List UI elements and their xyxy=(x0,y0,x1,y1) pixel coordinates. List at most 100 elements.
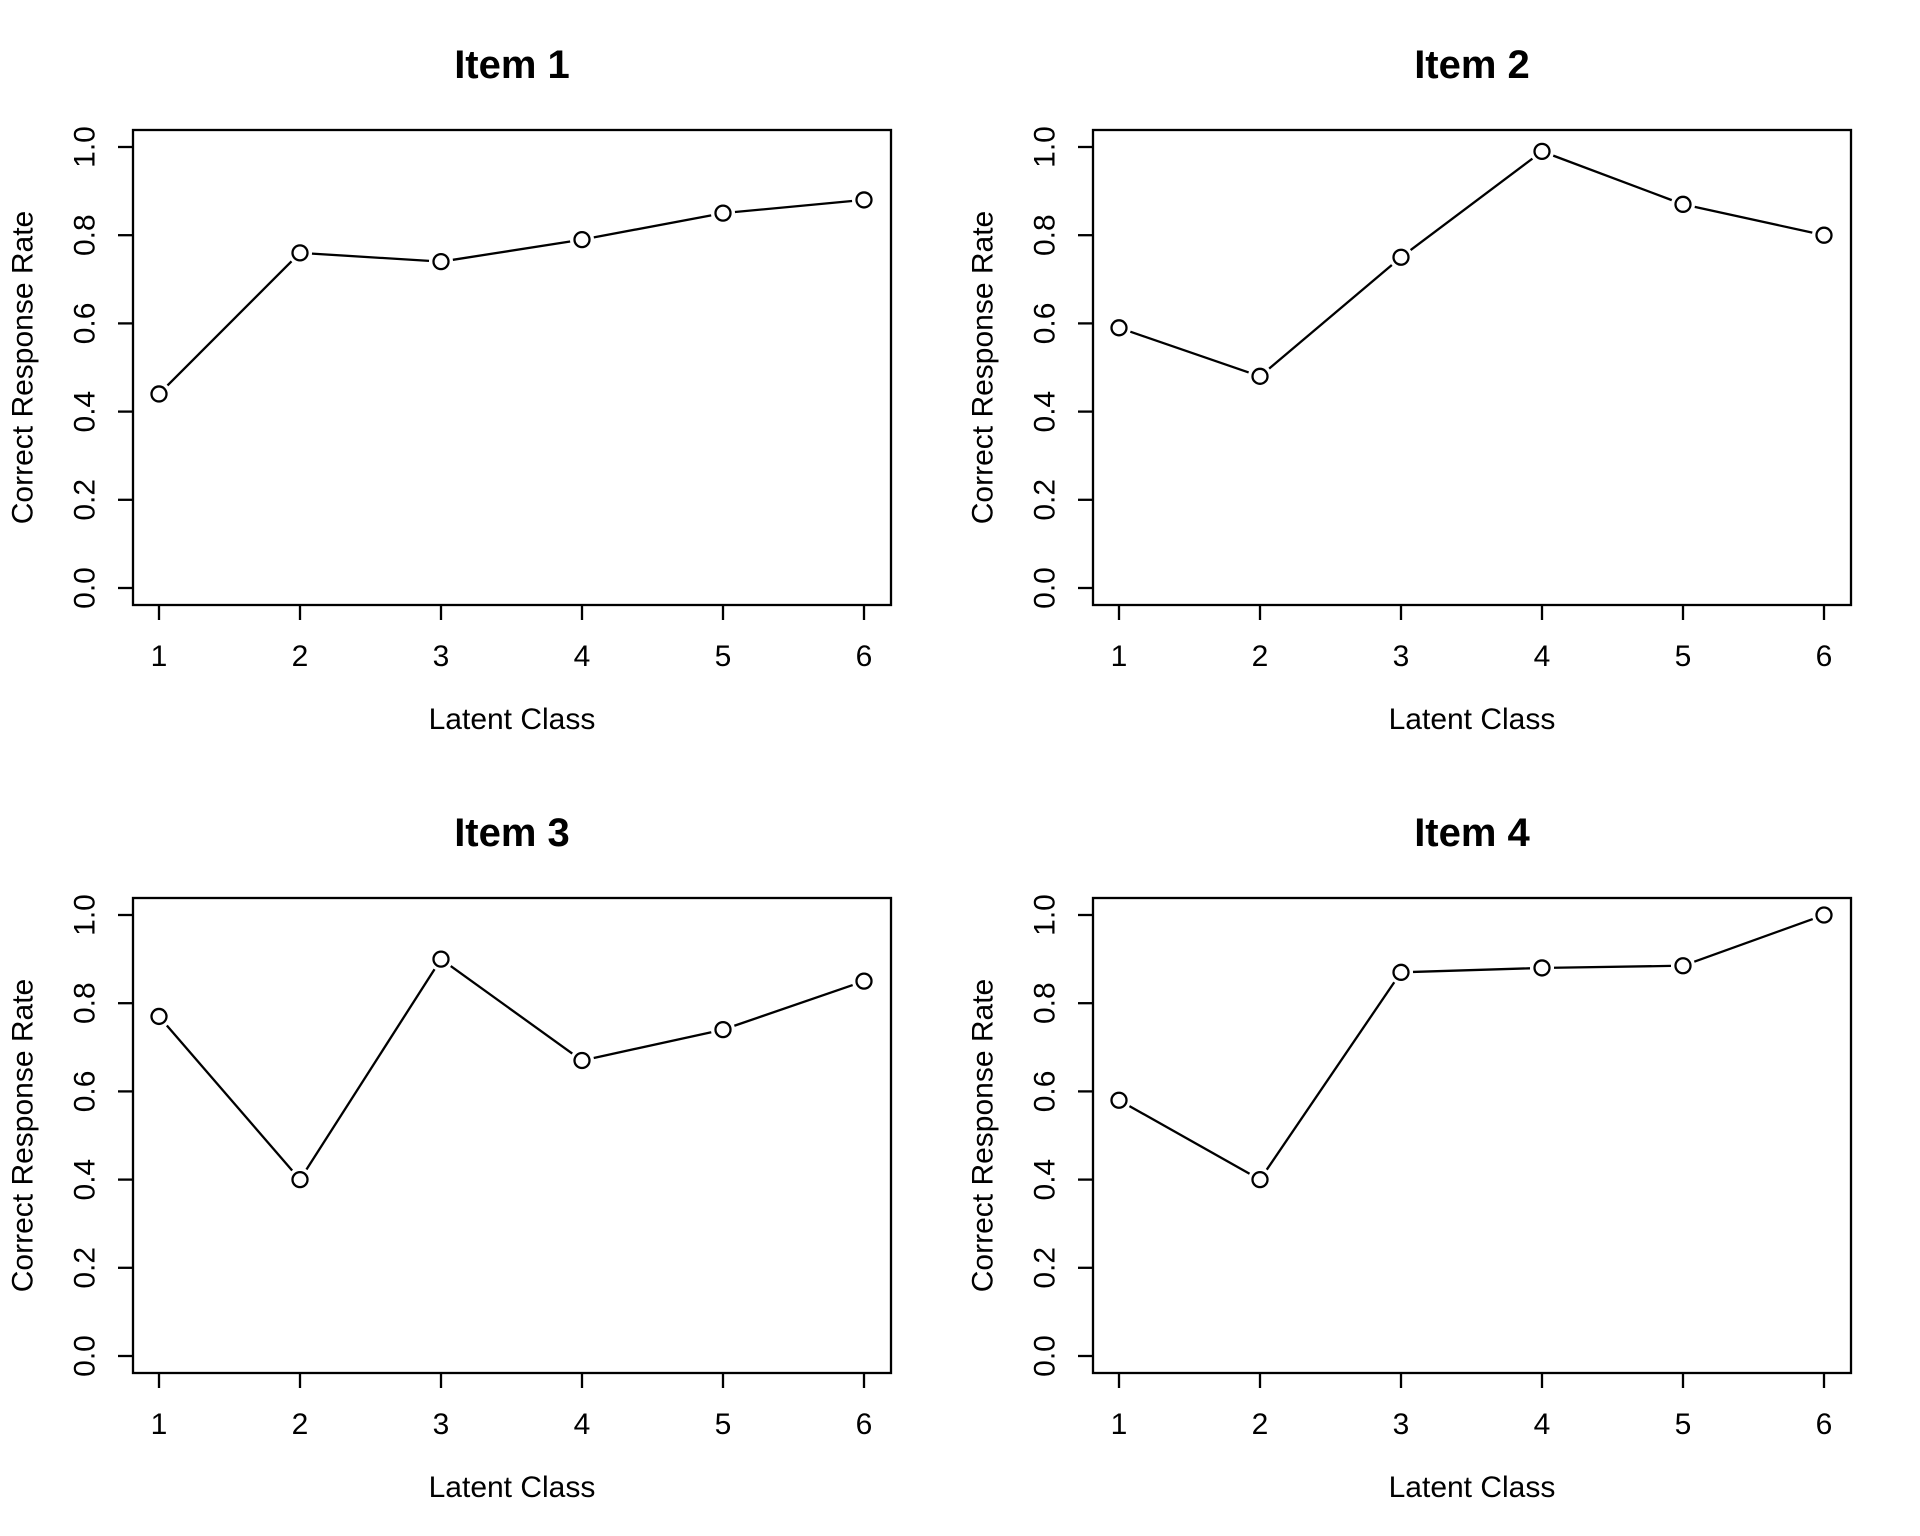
series-line-segment xyxy=(733,983,854,1027)
chart-title: Item 2 xyxy=(1414,43,1530,87)
series-line-segment xyxy=(1409,157,1534,251)
y-tick-label: 0.6 xyxy=(69,1071,102,1113)
data-point-marker xyxy=(432,253,450,271)
x-tick-label: 2 xyxy=(1252,1408,1269,1441)
data-point-marker xyxy=(1674,195,1692,213)
data-point-marker xyxy=(1392,248,1410,266)
x-tick-label: 1 xyxy=(151,1408,168,1441)
x-tick-label: 1 xyxy=(1111,1408,1128,1441)
series-line-segment xyxy=(305,968,436,1171)
series-line-segment xyxy=(1412,967,1531,974)
data-point-marker xyxy=(855,191,873,209)
data-point-marker xyxy=(291,1170,309,1189)
x-tick-label: 3 xyxy=(1393,640,1410,673)
axis-title-y: Correct Response Rate xyxy=(967,979,1000,1292)
data-point-marker xyxy=(1815,226,1833,244)
series-line-segment xyxy=(1268,264,1393,370)
data-point-marker xyxy=(432,950,450,968)
data-point-marker xyxy=(855,972,873,990)
y-tick-label: 0.8 xyxy=(69,982,102,1024)
series-line-segment xyxy=(1128,1105,1251,1175)
data-point-marker xyxy=(150,385,168,403)
panel-item-4: Item 4 0.0 0.2 0.4 0.6 0.8 1.0 1 2 3 4 5 6 Latent Cla… xyxy=(967,811,1853,1504)
panel-item-2: Item 2 0.0 0.2 0.4 0.6 0.8 1.0 1 2 3 4 5 6 Latent Cla… xyxy=(967,43,1853,736)
x-tick-label: 3 xyxy=(1393,1408,1410,1441)
axis-title-y: Correct Response Rate xyxy=(7,979,40,1292)
x-tick-label: 4 xyxy=(574,640,591,673)
y-tick-label: 0.4 xyxy=(69,391,102,433)
data-point-marker xyxy=(1674,957,1692,975)
y-tick-label: 0.2 xyxy=(1029,1247,1062,1289)
data-point-marker xyxy=(1533,959,1551,977)
y-tick-label: 1.0 xyxy=(1029,126,1062,168)
x-tick-label: 1 xyxy=(151,640,168,673)
x-tick-label: 6 xyxy=(856,640,873,673)
y-tick-label: 0.2 xyxy=(1029,479,1062,521)
axis-title-y: Correct Response Rate xyxy=(967,211,1000,524)
data-point-marker xyxy=(1815,906,1833,924)
y-tick-label: 0.6 xyxy=(69,303,102,345)
x-tick-label: 3 xyxy=(433,1408,450,1441)
y-tick-label: 0.8 xyxy=(1029,982,1062,1024)
x-tick-label: 2 xyxy=(1252,640,1269,673)
series-line-segment xyxy=(593,1031,712,1060)
data-point-marker xyxy=(1251,1170,1269,1189)
data-point-marker xyxy=(573,230,591,249)
y-tick-label: 1.0 xyxy=(1029,894,1062,936)
x-tick-label: 6 xyxy=(1816,640,1833,673)
series-line-segment xyxy=(452,240,571,261)
series-line-segment xyxy=(311,252,430,263)
plot-box xyxy=(131,896,893,1375)
x-tick-label: 5 xyxy=(715,1408,732,1441)
series-line-segment xyxy=(1553,964,1672,969)
series-line-segment xyxy=(166,260,293,387)
axis-title-x: Latent Class xyxy=(1389,1471,1556,1504)
series-line-segment xyxy=(1129,330,1250,374)
data-point-marker xyxy=(150,1007,168,1026)
chart-title: Item 1 xyxy=(454,43,570,87)
data-point-marker xyxy=(1251,367,1269,385)
axis-title-x: Latent Class xyxy=(1389,703,1556,736)
x-tick-label: 6 xyxy=(856,1408,873,1441)
x-tick-label: 2 xyxy=(292,1408,309,1441)
axis-title-x: Latent Class xyxy=(429,703,596,736)
y-tick-label: 0.0 xyxy=(69,1335,102,1377)
series-line-segment xyxy=(1265,981,1396,1171)
data-point-marker xyxy=(1533,142,1551,161)
data-point-marker xyxy=(1110,319,1128,337)
x-tick-label: 5 xyxy=(715,640,732,673)
axis-title-x: Latent Class xyxy=(429,1471,596,1504)
x-tick-label: 1 xyxy=(1111,640,1128,673)
x-tick-label: 4 xyxy=(1534,1408,1551,1441)
series-line-segment xyxy=(593,214,712,239)
series-line-segment xyxy=(734,199,853,214)
y-tick-label: 0.0 xyxy=(69,567,102,609)
data-point-marker xyxy=(714,204,732,222)
series-line-segment xyxy=(1693,917,1814,963)
data-point-marker xyxy=(1392,963,1410,981)
chart-title: Item 4 xyxy=(1414,811,1530,855)
x-tick-label: 6 xyxy=(1816,1408,1833,1441)
y-tick-label: 0.2 xyxy=(69,479,102,521)
y-tick-label: 0.4 xyxy=(1029,391,1062,433)
y-tick-label: 0.6 xyxy=(1029,303,1062,345)
y-tick-label: 0.8 xyxy=(69,214,102,256)
data-point-marker xyxy=(714,1021,732,1039)
y-tick-label: 0.2 xyxy=(69,1247,102,1289)
plot-box xyxy=(1091,896,1853,1375)
x-tick-label: 4 xyxy=(574,1408,591,1441)
plot-box xyxy=(1091,128,1853,607)
y-tick-label: 0.4 xyxy=(69,1159,102,1201)
axis-title-y: Correct Response Rate xyxy=(7,211,40,524)
panel-item-1: Item 1 0.0 0.2 0.4 0.6 0.8 1.0 1 2 3 4 5 6 Latent Cla… xyxy=(7,43,893,736)
x-tick-label: 3 xyxy=(433,640,450,673)
y-tick-label: 0.0 xyxy=(1029,1335,1062,1377)
data-point-marker xyxy=(573,1051,591,1070)
y-tick-label: 1.0 xyxy=(69,126,102,168)
data-point-marker xyxy=(1110,1091,1128,1109)
y-tick-label: 0.0 xyxy=(1029,567,1062,609)
x-tick-label: 5 xyxy=(1675,1408,1692,1441)
y-tick-label: 0.6 xyxy=(1029,1071,1062,1113)
data-point-marker xyxy=(291,244,309,262)
